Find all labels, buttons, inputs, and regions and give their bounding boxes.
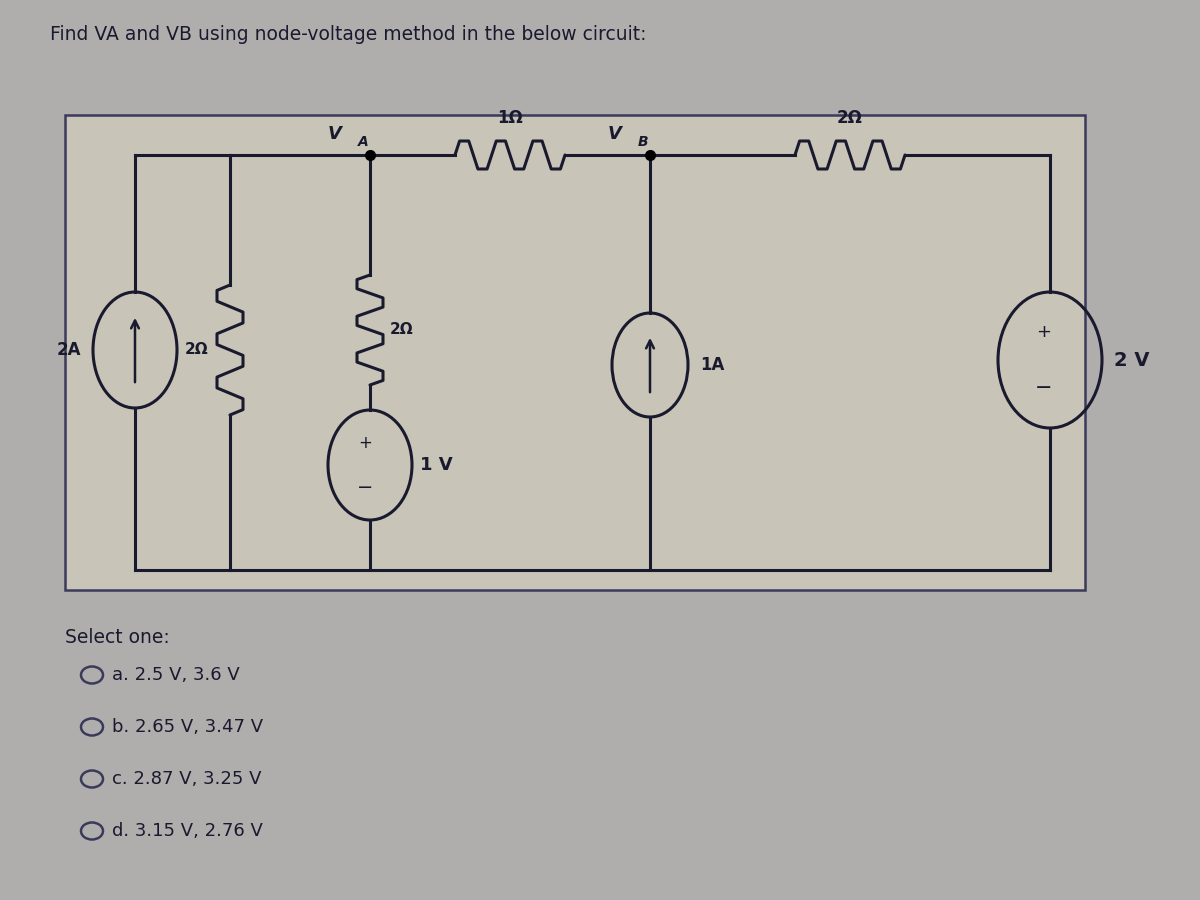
Text: d. 3.15 V, 2.76 V: d. 3.15 V, 2.76 V (112, 822, 263, 840)
Text: c. 2.87 V, 3.25 V: c. 2.87 V, 3.25 V (112, 770, 262, 788)
Text: 1Ω: 1Ω (497, 109, 523, 127)
Text: 2Ω: 2Ω (838, 109, 863, 127)
Text: V: V (328, 125, 342, 143)
Text: 2Ω: 2Ω (185, 343, 208, 357)
Text: V: V (608, 125, 622, 143)
Text: Select one:: Select one: (65, 628, 169, 647)
Text: +: + (358, 434, 372, 452)
Text: Find VA and VB using node-voltage method in the below circuit:: Find VA and VB using node-voltage method… (50, 25, 647, 44)
Text: −: − (1036, 378, 1052, 398)
Text: 1A: 1A (700, 356, 725, 374)
Bar (65, 115, 1085, 590)
Text: −: − (356, 478, 373, 497)
Text: 2Ω: 2Ω (390, 322, 414, 338)
Text: 1 V: 1 V (420, 456, 452, 474)
Text: b. 2.65 V, 3.47 V: b. 2.65 V, 3.47 V (112, 718, 263, 736)
Text: 2A: 2A (56, 341, 82, 359)
Text: +: + (1037, 323, 1051, 341)
Text: a. 2.5 V, 3.6 V: a. 2.5 V, 3.6 V (112, 666, 240, 684)
Text: A: A (358, 135, 368, 149)
Text: 2 V: 2 V (1114, 350, 1150, 370)
Text: B: B (638, 135, 649, 149)
